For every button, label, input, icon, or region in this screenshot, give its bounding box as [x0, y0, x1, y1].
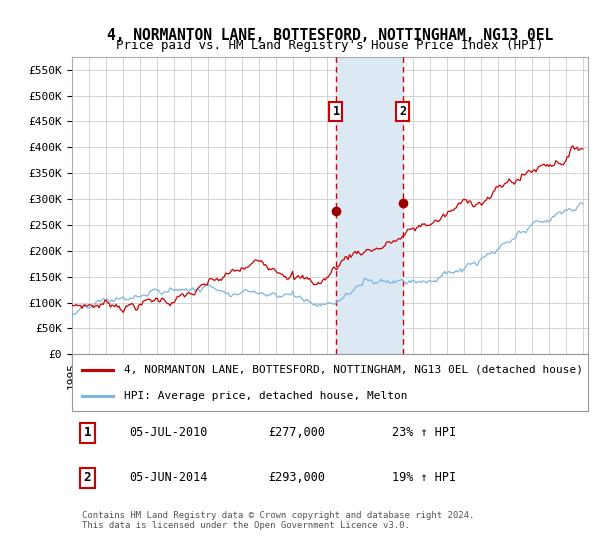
Text: 05-JUL-2010: 05-JUL-2010	[129, 426, 207, 440]
Text: Contains HM Land Registry data © Crown copyright and database right 2024.
This d: Contains HM Land Registry data © Crown c…	[82, 511, 475, 530]
Bar	[336, 57, 403, 354]
Text: 23% ↑ HPI: 23% ↑ HPI	[392, 426, 456, 440]
Text: 1: 1	[84, 426, 91, 440]
Text: 05-JUN-2014: 05-JUN-2014	[129, 471, 207, 484]
Text: 2: 2	[84, 471, 91, 484]
Text: £293,000: £293,000	[268, 471, 325, 484]
Text: 4, NORMANTON LANE, BOTTESFORD, NOTTINGHAM, NG13 0EL: 4, NORMANTON LANE, BOTTESFORD, NOTTINGHA…	[107, 27, 553, 43]
Text: £277,000: £277,000	[268, 426, 325, 440]
Text: 1: 1	[332, 105, 340, 118]
Text: HPI: Average price, detached house, Melton: HPI: Average price, detached house, Melt…	[124, 391, 407, 401]
Text: Price paid vs. HM Land Registry's House Price Index (HPI): Price paid vs. HM Land Registry's House …	[116, 39, 544, 52]
Text: 19% ↑ HPI: 19% ↑ HPI	[392, 471, 456, 484]
Text: 4, NORMANTON LANE, BOTTESFORD, NOTTINGHAM, NG13 0EL (detached house): 4, NORMANTON LANE, BOTTESFORD, NOTTINGHA…	[124, 365, 583, 375]
Text: 2: 2	[399, 105, 406, 118]
